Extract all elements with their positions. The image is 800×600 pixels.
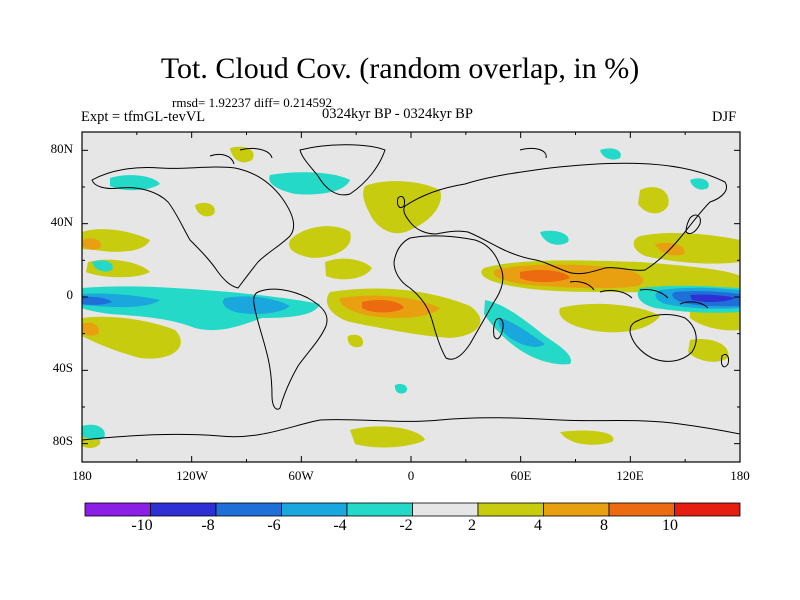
colorbar-swatch (412, 502, 479, 517)
anomaly-patch (498, 318, 545, 347)
y-tick-label: 40N (50, 214, 73, 229)
anomaly-patch (195, 202, 215, 217)
coastline-uk (397, 195, 405, 209)
colorbar-label: 8 (600, 517, 608, 534)
period-label: 0324kyr BP - 0324kyr BP (322, 106, 473, 122)
colorbar-label: -10 (131, 517, 153, 534)
anomaly-patch (110, 175, 160, 191)
anomaly-patch (362, 300, 404, 313)
anomaly-patch (269, 172, 350, 195)
anomaly-patch (82, 424, 105, 440)
coastline-greenland (299, 144, 386, 196)
coastlines (82, 144, 740, 441)
anomaly-fields (82, 146, 740, 448)
x-tick-label: 180 (72, 468, 92, 483)
coastline-islands (569, 281, 709, 309)
experiment-label: Expt = tfmGL-tevVL (81, 109, 206, 125)
colorbar-swatch (281, 502, 348, 517)
anomaly-patch (325, 258, 372, 280)
season-label: DJF (712, 109, 737, 125)
anomaly-patch (638, 187, 669, 214)
y-tick-label: 80N (50, 141, 73, 156)
anomaly-patch (350, 426, 425, 448)
colorbar-swatch (346, 502, 413, 517)
y-tick-label: 40S (52, 360, 73, 375)
statistics-line: rmsd= 1.92237 diff= 0.214592 (172, 95, 332, 110)
x-tick-label: 180 (730, 468, 750, 483)
anomaly-patch (82, 322, 99, 336)
colorbar-label: 4 (534, 517, 542, 534)
anomaly-patch (230, 146, 254, 163)
colorbar-label: -4 (333, 517, 347, 534)
anomaly-patch (289, 226, 351, 258)
anomaly-patch (540, 230, 569, 245)
x-tick-label: 60W (288, 468, 314, 483)
y-tick-label: 80S (52, 433, 73, 448)
colorbar-swatch (84, 502, 151, 517)
coastline-japan (685, 214, 701, 235)
coastline-eurasia (403, 162, 727, 275)
coastline-new-zealand (721, 353, 729, 368)
colorbar-swatch (543, 502, 610, 517)
colorbar (84, 502, 741, 517)
colorbar-swatch (608, 502, 675, 517)
map-title: Tot. Cloud Cov. (random overlap, in %) (160, 52, 640, 85)
colorbar-swatch (150, 502, 217, 517)
colorbar-swatch (477, 502, 544, 517)
x-tick-label: 60E (510, 468, 532, 483)
colorbar-label: -8 (201, 517, 215, 534)
colorbar-label: 10 (662, 517, 678, 534)
anomaly-patch (82, 296, 112, 305)
coastline-australia (629, 314, 697, 362)
x-axis-ticks (81, 132, 741, 462)
anomaly-patch (92, 260, 113, 272)
anomaly-patch (559, 303, 660, 333)
colorbar-label: 2 (468, 517, 476, 534)
anomaly-patch (82, 238, 101, 250)
colorbar-label: -2 (399, 517, 413, 534)
anomaly-patch (560, 430, 614, 445)
anomaly-patch (222, 296, 290, 314)
map-plot-area (82, 132, 740, 462)
y-axis-ticks (82, 149, 740, 445)
anomaly-patch (633, 233, 740, 264)
colorbar-label: -6 (267, 517, 281, 534)
anomaly-patch (520, 270, 570, 283)
anomaly-patch (690, 294, 735, 303)
y-tick-label: 0 (66, 287, 74, 302)
anomaly-patch (347, 334, 364, 348)
coastline-south-america (253, 288, 328, 410)
anomaly-patch (394, 383, 408, 394)
coastline-north-america (91, 166, 295, 289)
colorbar-swatch (215, 502, 282, 517)
anomaly-patch (82, 316, 181, 359)
coastline-africa (393, 235, 504, 360)
coastline-arctic-islands (209, 147, 547, 165)
x-tick-label: 120E (616, 468, 644, 483)
anomaly-patch (690, 178, 709, 190)
anomaly-patch (600, 148, 621, 160)
colorbar-swatch (674, 502, 741, 517)
anomaly-patch (688, 338, 729, 362)
x-tick-label: 0 (407, 468, 415, 483)
coastline-antarctica (82, 417, 740, 441)
coastline-madagascar (493, 317, 504, 340)
x-tick-label: 120W (176, 468, 208, 483)
